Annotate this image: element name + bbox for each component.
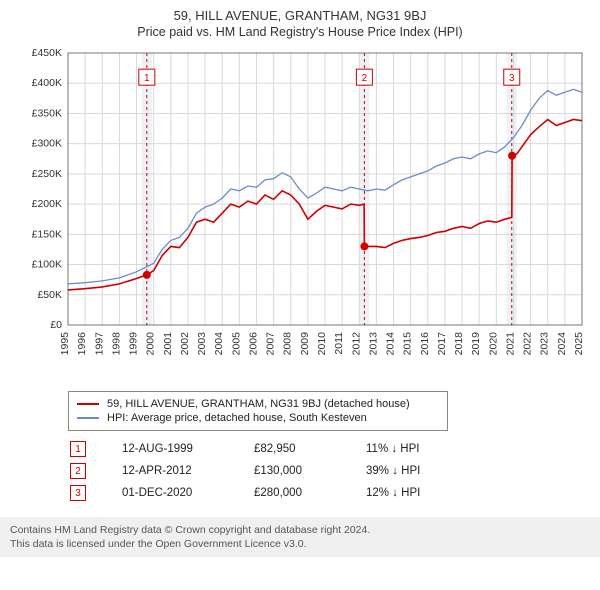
marker-date: 12-AUG-1999 bbox=[122, 439, 252, 459]
x-tick-label: 2008 bbox=[282, 332, 294, 356]
marker-badge: 2 bbox=[70, 463, 86, 479]
y-tick-label: £450K bbox=[32, 47, 62, 59]
y-tick-label: £300K bbox=[32, 138, 62, 150]
marker-row: 3 01-DEC-2020£280,00012% ↓ HPI bbox=[70, 483, 476, 503]
markers-table: 1 12-AUG-1999£82,95011% ↓ HPI 2 12-APR-2012… bbox=[68, 437, 478, 505]
x-tick-label: 2010 bbox=[316, 332, 328, 356]
x-tick-label: 1996 bbox=[76, 332, 88, 356]
sale-vband bbox=[142, 53, 152, 325]
marker-number: 1 bbox=[144, 73, 150, 84]
series-dot bbox=[143, 271, 151, 279]
y-tick-label: £400K bbox=[32, 77, 62, 89]
marker-pct: 39% ↓ HPI bbox=[366, 461, 476, 481]
legend-swatch bbox=[77, 417, 99, 419]
marker-date: 12-APR-2012 bbox=[122, 461, 252, 481]
footer-line-1: Contains HM Land Registry data © Crown c… bbox=[10, 523, 590, 537]
x-tick-label: 2021 bbox=[504, 332, 516, 356]
x-tick-label: 2001 bbox=[162, 332, 174, 356]
x-tick-label: 2014 bbox=[385, 332, 397, 356]
marker-price: £280,000 bbox=[254, 483, 364, 503]
y-tick-label: £200K bbox=[32, 198, 62, 210]
marker-price: £82,950 bbox=[254, 439, 364, 459]
marker-number: 3 bbox=[509, 73, 515, 84]
series-dot bbox=[360, 242, 368, 250]
x-tick-label: 2018 bbox=[453, 332, 465, 356]
marker-row: 1 12-AUG-1999£82,95011% ↓ HPI bbox=[70, 439, 476, 459]
legend-row: 59, HILL AVENUE, GRANTHAM, NG31 9BJ (det… bbox=[77, 398, 439, 410]
chart-svg: £0 £50K £100K £150K £200K £250K £300K £350K £400… bbox=[10, 45, 590, 385]
marker-price: £130,000 bbox=[254, 461, 364, 481]
y-tick-label: £100K bbox=[32, 259, 62, 271]
x-tick-label: 1999 bbox=[128, 332, 140, 356]
x-tick-label: 2005 bbox=[230, 332, 242, 356]
chart-title-2: Price paid vs. HM Land Registry's House … bbox=[10, 25, 590, 39]
x-tick-label: 2006 bbox=[247, 332, 259, 356]
legend: 59, HILL AVENUE, GRANTHAM, NG31 9BJ (det… bbox=[68, 391, 448, 431]
x-tick-label: 2000 bbox=[145, 332, 157, 356]
marker-pct: 12% ↓ HPI bbox=[366, 483, 476, 503]
x-tick-label: 2025 bbox=[573, 332, 585, 356]
marker-date: 01-DEC-2020 bbox=[122, 483, 252, 503]
y-tick-label: £0 bbox=[50, 319, 62, 331]
series-dot bbox=[508, 152, 516, 160]
x-tick-label: 1997 bbox=[93, 332, 105, 356]
x-tick-label: 1995 bbox=[59, 332, 71, 356]
x-tick-label: 2003 bbox=[196, 332, 208, 356]
legend-row: HPI: Average price, detached house, Sout… bbox=[77, 412, 439, 424]
marker-badge: 3 bbox=[70, 485, 86, 501]
legend-label: HPI: Average price, detached house, Sout… bbox=[107, 412, 367, 424]
x-tick-label: 2009 bbox=[299, 332, 311, 356]
marker-pct: 11% ↓ HPI bbox=[366, 439, 476, 459]
x-tick-label: 2011 bbox=[333, 332, 345, 355]
chart-title-1: 59, HILL AVENUE, GRANTHAM, NG31 9BJ bbox=[10, 8, 590, 23]
footer-line-2: This data is licensed under the Open Gov… bbox=[10, 537, 590, 551]
marker-row: 2 12-APR-2012£130,00039% ↓ HPI bbox=[70, 461, 476, 481]
x-tick-label: 2002 bbox=[179, 332, 191, 356]
y-tick-label: £50K bbox=[37, 289, 62, 301]
y-tick-label: £350K bbox=[32, 107, 62, 119]
x-tick-label: 2012 bbox=[350, 332, 362, 356]
x-tick-label: 2017 bbox=[436, 332, 448, 356]
legend-label: 59, HILL AVENUE, GRANTHAM, NG31 9BJ (det… bbox=[107, 398, 410, 410]
x-tick-label: 2022 bbox=[522, 332, 534, 356]
x-tick-label: 2024 bbox=[556, 332, 568, 356]
x-tick-label: 2020 bbox=[487, 332, 499, 356]
marker-badge: 1 bbox=[70, 441, 86, 457]
chart-area: £0 £50K £100K £150K £200K £250K £300K £350K £400… bbox=[10, 45, 590, 385]
legend-swatch bbox=[77, 403, 99, 405]
footer: Contains HM Land Registry data © Crown c… bbox=[0, 517, 600, 557]
x-tick-label: 2015 bbox=[402, 332, 414, 356]
marker-number: 2 bbox=[362, 73, 368, 84]
y-tick-label: £150K bbox=[32, 228, 62, 240]
x-tick-label: 2007 bbox=[265, 332, 277, 356]
x-tick-label: 2019 bbox=[470, 332, 482, 356]
x-tick-label: 2004 bbox=[213, 332, 225, 356]
x-tick-label: 2016 bbox=[419, 332, 431, 356]
x-tick-label: 2013 bbox=[367, 332, 379, 356]
x-tick-label: 2023 bbox=[539, 332, 551, 356]
x-tick-label: 1998 bbox=[110, 332, 122, 356]
y-tick-label: £250K bbox=[32, 168, 62, 180]
chart-container: 59, HILL AVENUE, GRANTHAM, NG31 9BJ Pric… bbox=[0, 0, 600, 513]
